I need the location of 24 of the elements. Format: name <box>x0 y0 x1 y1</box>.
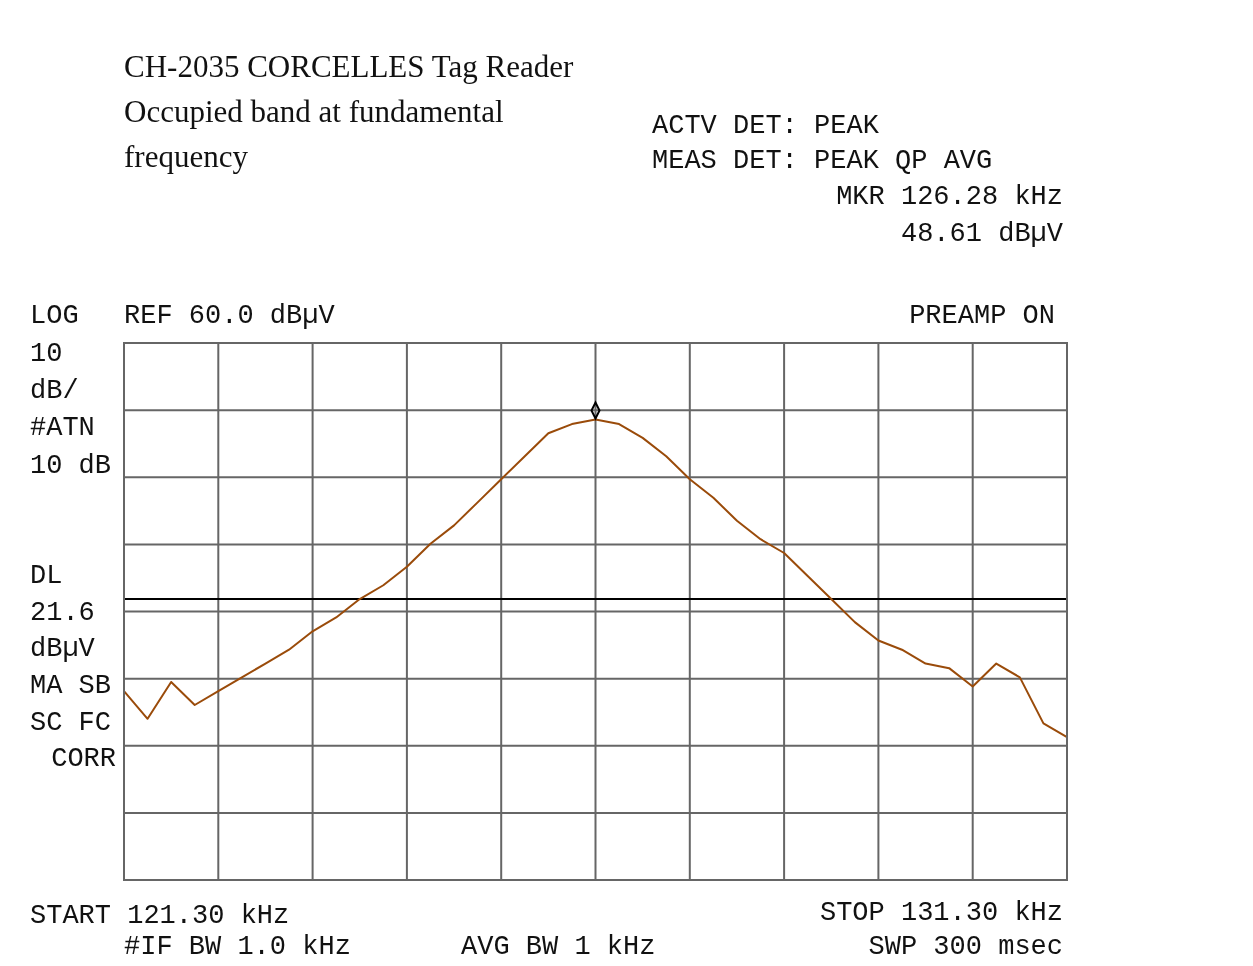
text: #ATN <box>30 413 95 443</box>
text: CORR <box>51 744 116 774</box>
text: dB/ <box>30 376 79 406</box>
text: SWP 300 msec <box>868 932 1063 962</box>
text: dBµV <box>30 634 96 664</box>
text: 48.61 dBµV <box>900 219 1064 249</box>
text: ACTV DET: PEAK <box>652 111 880 141</box>
text: SC FC <box>30 708 112 738</box>
text: PREAMP ON <box>909 301 1055 331</box>
text: DL <box>30 561 63 591</box>
text: AVG BW 1 kHz <box>461 932 656 962</box>
text: STOP 131.30 kHz <box>819 898 1063 928</box>
text: MKR 126.28 kHz <box>836 182 1063 212</box>
text: 10 dB <box>30 451 112 481</box>
chart-title: CH-2035 CORCELLES Tag Reader <box>124 48 575 86</box>
text: REF 60.0 dBµV <box>124 301 336 331</box>
text: LOG <box>30 301 79 331</box>
text: MA SB <box>30 671 112 701</box>
text: START 121.30 kHz <box>30 901 290 931</box>
text: 10 <box>30 339 63 369</box>
text: #IF BW 1.0 kHz <box>124 932 351 962</box>
text: 21.6 <box>30 598 95 628</box>
text: MEAS DET: PEAK QP AVG <box>652 146 993 176</box>
chart-subtitle: Occupied band at fundamental frequency <box>124 93 505 176</box>
